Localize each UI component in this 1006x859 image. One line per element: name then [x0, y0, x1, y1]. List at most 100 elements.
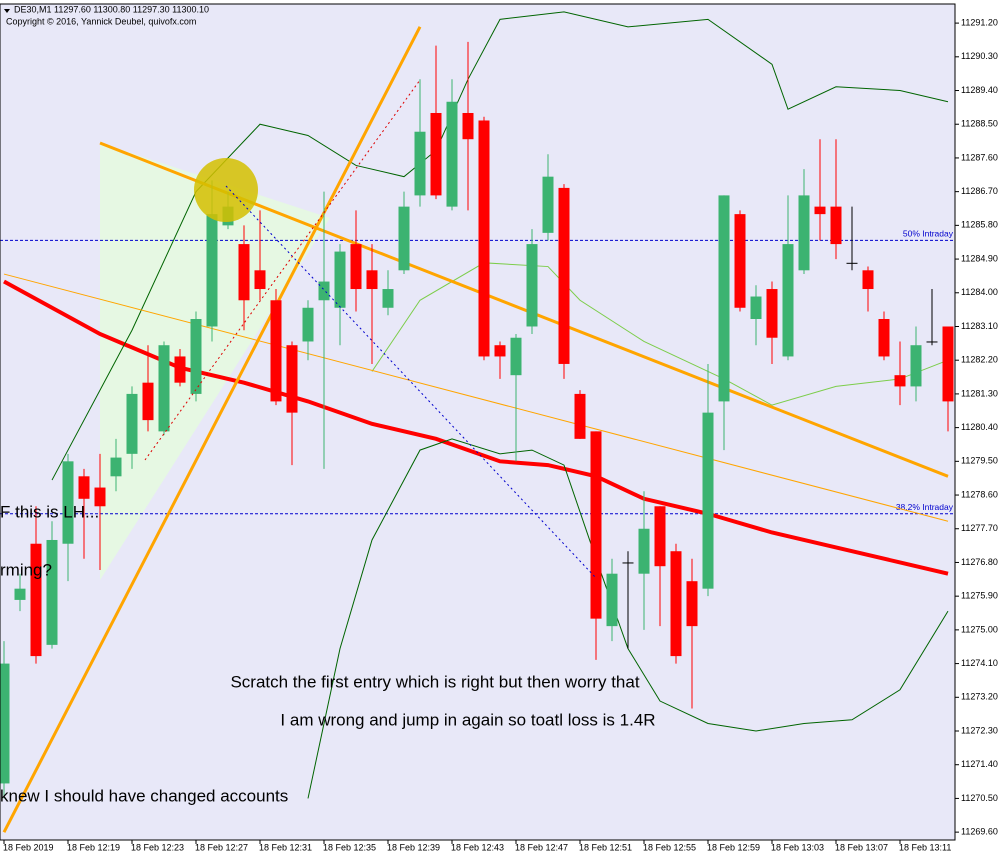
x-tick-label: 18 Feb 12:27 [195, 842, 248, 852]
candle-body [366, 270, 378, 290]
y-tick-label: 11284.00 [961, 287, 998, 297]
candle-body [46, 539, 58, 645]
x-tick-label: 18 Feb 12:47 [515, 842, 568, 852]
candle-body [254, 270, 266, 290]
y-tick-label: 11280.40 [961, 422, 998, 432]
menu-icon [4, 9, 10, 13]
candle-body [350, 244, 362, 290]
candle-body [622, 562, 634, 564]
indicator-line [51, 11, 949, 481]
x-tick-label: 18 Feb 12:31 [259, 842, 312, 852]
candle-body [286, 345, 298, 413]
y-tick-label: 11277.70 [961, 523, 998, 533]
candle-body [110, 457, 122, 477]
candle-body [798, 195, 810, 271]
annotation: rming? [0, 560, 52, 579]
y-tick-label: 11275.90 [961, 591, 998, 601]
candle-body [942, 326, 954, 402]
candle-body [270, 300, 282, 402]
y-tick-label: 11272.30 [961, 725, 998, 735]
zone [100, 143, 330, 580]
y-tick-label: 11286.70 [961, 186, 998, 196]
candle-body [526, 244, 538, 327]
y-tick-label: 11271.40 [961, 759, 998, 769]
candle-body [62, 461, 74, 544]
x-tick-label: 18 Feb 12:23 [131, 842, 184, 852]
y-tick-label: 11285.80 [961, 220, 998, 230]
candle-body [702, 412, 714, 589]
candle-body [638, 528, 650, 574]
indicator-line [3, 273, 949, 522]
candle-body [382, 289, 394, 308]
x-tick-label: 18 Feb 12:39 [387, 842, 440, 852]
y-tick-label: 11269.60 [961, 827, 998, 837]
x-tick-label: 18 Feb 12:19 [67, 842, 120, 852]
candle-body [574, 393, 586, 439]
annotation: I am wrong and jump in again so toatl lo… [280, 710, 655, 729]
x-tick-label: 18 Feb 12:59 [707, 842, 760, 852]
y-tick-label: 11274.10 [961, 658, 998, 668]
candle-body [30, 543, 42, 657]
x-tick-label: 18 Feb 2019 [3, 842, 54, 852]
candle-body [494, 345, 506, 357]
candle-body [734, 214, 746, 308]
candle-body [686, 581, 698, 627]
y-tick-label: 11284.90 [961, 253, 998, 263]
candle-body [782, 244, 794, 357]
candle-body [14, 588, 26, 600]
candle-body [590, 431, 602, 619]
candle-body [462, 112, 474, 140]
level-label: 38.2% Intraday [896, 502, 954, 512]
candle-body [142, 382, 154, 421]
candle-body [830, 206, 842, 245]
y-tick-label: 11283.10 [961, 321, 998, 331]
projection [144, 79, 421, 461]
candle-body [78, 476, 90, 499]
candle-body [910, 345, 922, 387]
candle-body [478, 120, 490, 357]
candle-body [398, 206, 410, 271]
indicator-line [371, 262, 949, 406]
y-tick-label: 11290.30 [961, 51, 998, 61]
y-tick-label: 11281.30 [961, 388, 998, 398]
x-tick-label: 18 Feb 13:11 [899, 842, 951, 852]
x-tick-label: 18 Feb 13:07 [835, 842, 888, 852]
candle-body [94, 487, 106, 507]
candle-body [670, 551, 682, 657]
x-tick-label: 18 Feb 12:43 [451, 842, 504, 852]
candle-body [862, 270, 874, 290]
candle-body [302, 307, 314, 342]
highlight [194, 158, 258, 222]
y-tick-label: 11282.20 [961, 355, 998, 365]
y-tick-label: 11288.50 [961, 119, 998, 129]
candle-body [334, 251, 346, 308]
candle-body [766, 289, 778, 338]
x-tick-label: 18 Feb 13:03 [771, 842, 824, 852]
candle-body [542, 176, 554, 233]
y-tick-label: 11278.60 [961, 489, 998, 499]
candle-body [718, 195, 730, 402]
candle-body [606, 573, 618, 627]
candle-body [846, 262, 858, 264]
candle-body [126, 393, 138, 454]
level-label: 50% Intraday [903, 229, 954, 239]
candle-body [238, 244, 250, 301]
candle-body [654, 506, 666, 567]
candle-body [750, 296, 762, 319]
y-tick-label: 11273.20 [961, 692, 998, 702]
candle-body [926, 341, 938, 343]
candle-body [414, 131, 426, 196]
indicator-line [3, 279, 949, 576]
chart-subtitle: Copyright © 2016, Yannick Deubel, quivof… [6, 16, 196, 26]
x-tick-label: 18 Feb 12:51 [579, 842, 632, 852]
candle-body [446, 101, 458, 207]
candle-body [878, 318, 890, 357]
annotation: knew I should have changed accounts [0, 786, 288, 805]
candle-body [158, 345, 170, 432]
x-tick-label: 18 Feb 12:35 [323, 842, 376, 852]
chart-title: DE30,M1 11297.60 11300.80 11297.30 11300… [14, 4, 209, 14]
candle-body [814, 206, 826, 215]
frame [0, 3, 956, 841]
